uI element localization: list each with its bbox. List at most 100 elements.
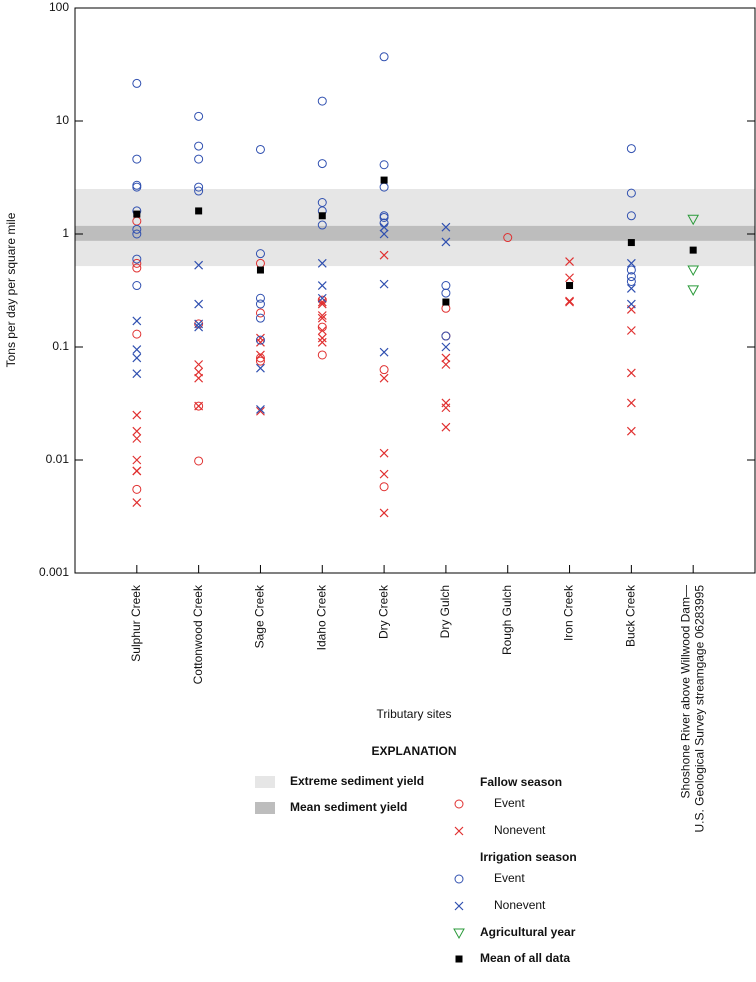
x-tick-label: Rough Gulch [500, 585, 514, 655]
point [317, 337, 327, 347]
point [132, 353, 142, 363]
point [441, 403, 451, 413]
point [256, 350, 265, 360]
point [194, 456, 204, 466]
point [565, 257, 574, 267]
legend-label: Nonevent [494, 898, 546, 912]
legend-marker [455, 955, 463, 963]
point [441, 331, 451, 341]
x-tick-label: Idaho Creek [314, 584, 328, 650]
point [687, 265, 700, 277]
point [565, 297, 574, 307]
point [194, 260, 204, 270]
point [256, 363, 265, 373]
point [255, 144, 265, 154]
x-tick-label: Buck Creek [624, 584, 638, 647]
x-tick-label: Shoshone River above Willwood Dam— [678, 585, 692, 798]
point [132, 180, 142, 190]
point [132, 224, 142, 234]
point [132, 154, 142, 164]
point [195, 207, 203, 215]
point [256, 337, 265, 347]
point [379, 508, 389, 518]
point [318, 212, 326, 220]
point [442, 298, 450, 306]
legend-group: Irrigation season [480, 850, 577, 864]
point [132, 78, 142, 88]
point [256, 406, 265, 416]
y-tick-label: 1 [62, 226, 69, 240]
point [626, 426, 636, 436]
point [317, 293, 327, 303]
point [626, 272, 636, 282]
point [379, 373, 389, 383]
point [132, 281, 142, 291]
point [132, 426, 142, 436]
point [689, 246, 697, 254]
point [256, 405, 265, 414]
point [441, 342, 451, 352]
x-tick-label: Cottonwood Creek [191, 584, 205, 684]
point [379, 250, 389, 260]
point [194, 401, 204, 411]
point [255, 299, 265, 309]
point [194, 360, 204, 369]
point [194, 401, 204, 411]
point [626, 276, 636, 286]
y-tick-label: 0.001 [39, 565, 69, 579]
x-tick-label: Sage Creek [253, 584, 267, 648]
point [194, 141, 204, 151]
point [255, 249, 265, 259]
legend-label: Nonevent [494, 823, 546, 837]
legend-group: Fallow season [480, 775, 562, 789]
point [317, 159, 327, 169]
y-tick-label: 0.01 [46, 452, 70, 466]
x-tick-label: Sulphur Creek [129, 584, 143, 662]
point [317, 96, 327, 106]
point [317, 350, 327, 360]
point [132, 329, 142, 339]
point [503, 233, 513, 243]
point [565, 296, 574, 306]
point [194, 299, 204, 309]
legend-marker [454, 901, 464, 911]
legend-title: EXPLANATION [371, 744, 456, 758]
point [627, 239, 635, 247]
point [255, 353, 265, 363]
point [379, 448, 389, 458]
point [317, 220, 327, 230]
point [132, 410, 142, 420]
point [317, 326, 327, 335]
point [317, 295, 327, 305]
point [194, 373, 204, 383]
x-axis-title: Tributary sites [377, 707, 452, 721]
point [194, 182, 204, 192]
point [317, 311, 327, 320]
legend-marker [454, 874, 464, 884]
point [380, 176, 388, 184]
point [132, 345, 142, 354]
legend-swatch [255, 802, 275, 814]
point [317, 281, 327, 290]
legend-label: Event [494, 871, 525, 885]
point [626, 258, 636, 268]
point [626, 283, 636, 293]
point [255, 356, 265, 366]
point [626, 299, 636, 309]
point [379, 229, 389, 239]
legend-label: Agricultural year [480, 925, 576, 939]
legend-label: Mean sediment yield [290, 800, 407, 814]
point [194, 319, 204, 329]
legend-marker [453, 928, 465, 940]
legend-label: Extreme sediment yield [290, 774, 424, 788]
point [379, 347, 389, 357]
point [317, 297, 327, 307]
point [132, 369, 142, 379]
point [379, 212, 389, 222]
point [255, 293, 265, 303]
point [687, 214, 700, 226]
point [194, 154, 204, 164]
point [379, 222, 389, 232]
point [194, 186, 204, 196]
